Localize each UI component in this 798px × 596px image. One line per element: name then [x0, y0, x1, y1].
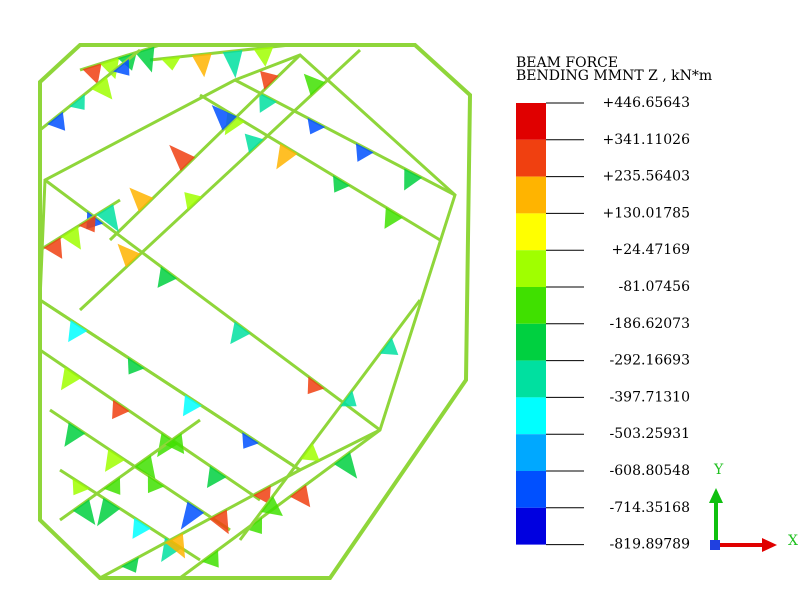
x-axis-label: X: [788, 533, 798, 549]
legend-label: +341.11026: [603, 132, 691, 148]
legend-label: +130.01785: [603, 205, 690, 221]
legend-label: -819.89789: [610, 537, 690, 553]
legend-swatch: [516, 397, 546, 434]
model-view: BEAM FORCE BENDING MMNT Z , kN*m +446.65…: [0, 0, 798, 592]
legend-swatch: [516, 177, 546, 214]
moment-glyph: [169, 145, 195, 171]
axis-triad: Y X: [709, 462, 798, 552]
moment-glyph: [184, 192, 202, 210]
legend-label: +235.56403: [603, 169, 690, 185]
legend-swatch: [516, 434, 546, 471]
page: {"legend": {"title": ["BEAM FORCE", "BEN…: [0, 0, 798, 592]
moment-glyph: [334, 452, 357, 478]
moment-glyph: [69, 94, 85, 110]
legend-label: +24.47169: [611, 242, 690, 258]
x-arrow-head: [762, 538, 777, 552]
legend-label: -292.16693: [610, 353, 690, 369]
moment-glyph: [356, 143, 374, 162]
legend-label: -503.25931: [610, 426, 690, 442]
legend-swatch: [516, 508, 546, 545]
moment-glyph: [253, 47, 273, 67]
moment-glyph: [161, 57, 181, 71]
moment-glyph: [181, 502, 204, 530]
legend-swatch: [516, 471, 546, 508]
legend-swatch: [516, 361, 546, 398]
legend-title: BENDING MMNT Z , kN*m: [516, 68, 712, 84]
legend-label: -186.62073: [610, 316, 690, 332]
legend-swatch: [516, 324, 546, 361]
inner-frame: [40, 55, 455, 470]
legend-swatch: [516, 287, 546, 324]
moment-glyph: [308, 118, 326, 134]
y-arrow-head: [709, 488, 723, 503]
legend-label: -608.80548: [610, 463, 690, 479]
y-axis-label: Y: [713, 462, 724, 478]
legend-swatch: [516, 103, 546, 140]
moment-glyph: [97, 498, 120, 526]
beam-model: [40, 45, 470, 578]
moment-glyph: [340, 390, 356, 406]
legend-swatch: [516, 213, 546, 250]
legend-swatch: [516, 250, 546, 287]
moment-glyph: [129, 188, 153, 212]
z-marker: [710, 540, 720, 550]
legend: +446.65643 +341.11026 +235.56403 +130.01785…: [516, 95, 690, 553]
moment-glyph: [112, 400, 130, 419]
legend-label: +446.65643: [603, 95, 690, 111]
legend-label: -81.07456: [618, 279, 690, 295]
moment-glyph: [73, 499, 95, 525]
legend-label: -714.35168: [610, 500, 690, 516]
moment-glyph: [192, 53, 212, 77]
moment-glyph: [223, 50, 243, 78]
legend-swatch: [516, 140, 546, 177]
legend-label: -397.71310: [610, 389, 690, 405]
